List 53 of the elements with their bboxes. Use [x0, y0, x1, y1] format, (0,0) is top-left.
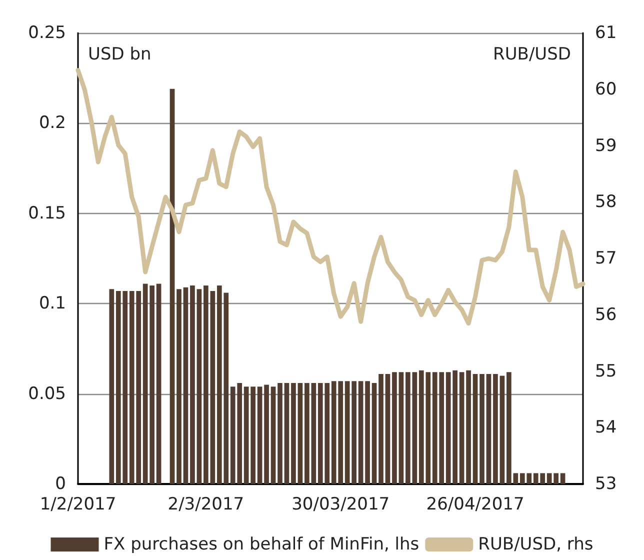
y-tick-label: 0 — [55, 474, 66, 494]
bar — [196, 289, 202, 484]
bar — [270, 386, 276, 484]
bar — [278, 382, 282, 484]
x-tick-label: 2/3/2017 — [168, 494, 244, 514]
bar — [284, 382, 290, 484]
y2-tick-label: 58 — [595, 192, 617, 212]
bar — [459, 372, 464, 484]
y2-tick-label: 60 — [595, 79, 617, 100]
bar — [109, 289, 114, 484]
bar — [358, 381, 364, 484]
bar — [480, 374, 484, 484]
y2-tick-label: 55 — [595, 361, 617, 382]
bar — [500, 376, 505, 484]
bar — [190, 286, 195, 484]
y-tick-label: 0.2 — [38, 113, 66, 134]
legend-label: RUB/USD, rhs — [478, 534, 594, 554]
y2-tick-label: 59 — [595, 136, 617, 156]
y-tick-label: 0.15 — [28, 203, 66, 224]
y2-tick-label: 53 — [595, 474, 617, 494]
bar — [466, 370, 471, 484]
bar — [372, 382, 377, 484]
x-tick-label: 26/04/2017 — [426, 494, 524, 514]
y2-tick-label: 57 — [595, 248, 617, 268]
bar — [392, 372, 397, 484]
y2-axis-title: RUB/USD — [493, 44, 572, 64]
bar — [176, 289, 182, 484]
bar — [170, 88, 175, 484]
bar — [378, 374, 384, 484]
x-tick-label: 1/2/2017 — [40, 494, 116, 514]
bar — [257, 386, 262, 484]
bar — [493, 374, 498, 484]
bar — [298, 382, 303, 484]
bar — [486, 374, 492, 484]
bar — [156, 284, 162, 484]
bar — [385, 374, 390, 484]
y2-tick-label: 61 — [595, 23, 617, 43]
bar — [183, 287, 188, 484]
line-series — [76, 68, 586, 326]
bar — [291, 382, 296, 484]
bar — [472, 374, 478, 484]
y2-tick-label: 56 — [595, 304, 617, 325]
y-tick-label: 0.1 — [38, 294, 66, 314]
y2-tick-label: 54 — [595, 418, 617, 438]
x-tick-label: 30/03/2017 — [292, 494, 390, 514]
bar — [365, 381, 370, 484]
legend-label: FX purchases on behalf of MinFin, lhs — [104, 534, 420, 554]
bar — [264, 384, 269, 484]
bar — [398, 372, 404, 484]
y-axis-title: USD bn — [88, 44, 152, 64]
bar — [560, 473, 566, 484]
y-tick-label: 0.05 — [28, 384, 66, 404]
y-tick-label: 0.25 — [28, 23, 66, 43]
